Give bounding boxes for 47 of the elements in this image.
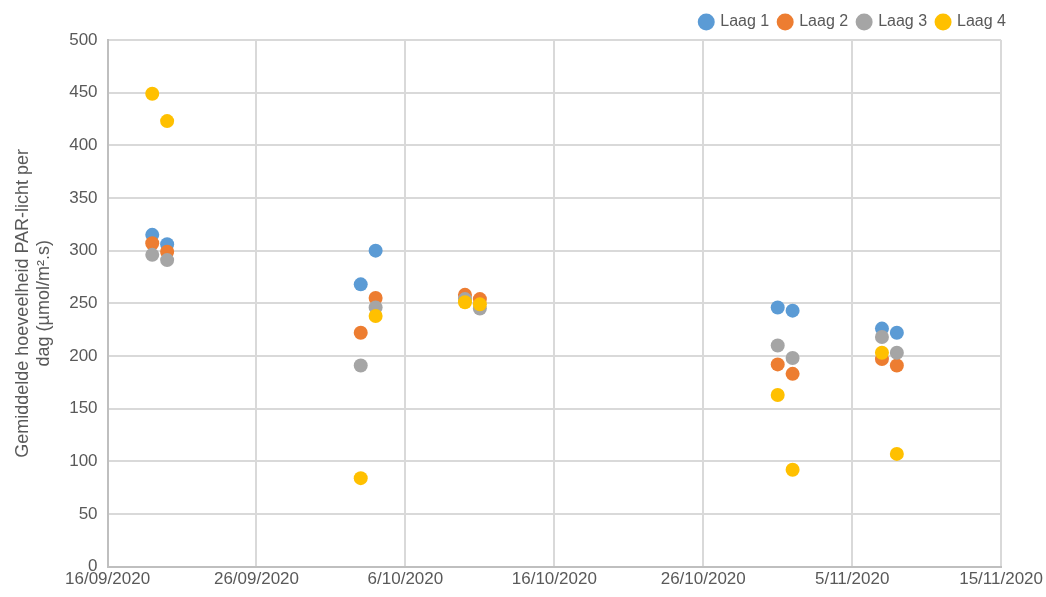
y-tick-label: 300 xyxy=(69,240,98,260)
legend-label: Laag 1 xyxy=(720,12,770,30)
legend-label: Laag 4 xyxy=(957,12,1007,30)
point xyxy=(889,325,904,340)
point xyxy=(785,462,800,477)
point xyxy=(785,303,800,318)
x-tick-label: 26/10/2020 xyxy=(660,569,746,589)
point xyxy=(368,243,383,258)
y-tick-label: 100 xyxy=(69,450,98,470)
point xyxy=(145,236,160,251)
y-tick-label: 150 xyxy=(69,398,98,418)
x-tick-label: 6/10/2020 xyxy=(367,569,444,589)
y-tick-label: 200 xyxy=(69,345,98,365)
y-tick-label: 400 xyxy=(69,135,98,155)
legend-label: Laag 3 xyxy=(878,12,928,30)
point xyxy=(160,114,175,129)
point xyxy=(770,387,785,402)
point xyxy=(889,358,904,373)
x-tick-label: 5/11/2020 xyxy=(814,569,890,589)
point xyxy=(353,358,368,373)
y-tick-label: 250 xyxy=(69,292,98,312)
point xyxy=(160,253,175,268)
y-tick-label: 500 xyxy=(69,29,98,49)
legend-label: Laag 2 xyxy=(799,12,849,30)
point xyxy=(889,446,904,461)
point xyxy=(353,471,368,486)
point xyxy=(145,247,160,262)
point xyxy=(785,366,800,381)
point xyxy=(770,300,785,315)
point xyxy=(353,277,368,292)
y-tick-label: 50 xyxy=(78,503,98,523)
y-tick-label: 350 xyxy=(69,187,98,207)
y-tick-label: 450 xyxy=(69,82,98,102)
x-tick-label: 26/09/2020 xyxy=(213,569,300,589)
x-tick-label: 16/10/2020 xyxy=(511,569,597,589)
point xyxy=(770,338,785,353)
point xyxy=(785,351,800,366)
point xyxy=(770,357,785,372)
y-axis-title: Gemiddelde hoeveelheid PAR-licht per dag (µmol/m².s) xyxy=(11,148,54,458)
point xyxy=(472,297,487,312)
point xyxy=(353,325,368,340)
point xyxy=(874,330,889,344)
point xyxy=(874,345,889,360)
x-tick-label: 15/11/2020 xyxy=(959,569,1043,589)
point xyxy=(368,308,383,323)
point xyxy=(889,345,904,360)
point xyxy=(145,86,160,101)
